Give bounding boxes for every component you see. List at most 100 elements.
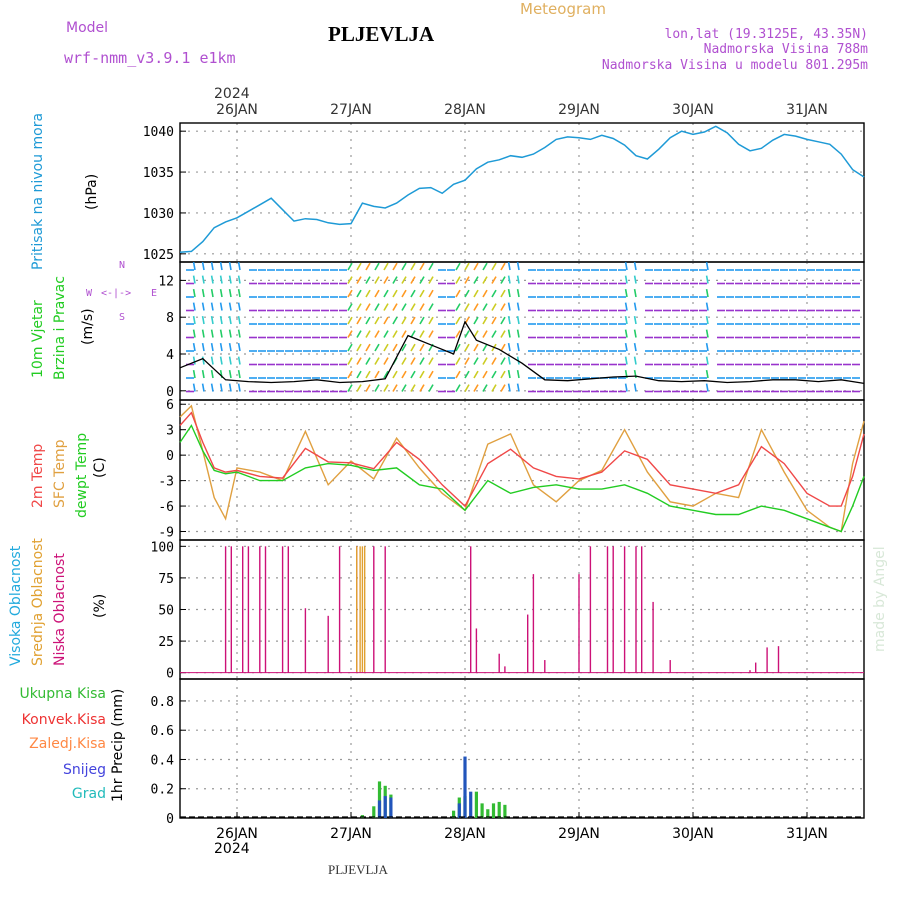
wind-arrow (464, 303, 470, 311)
precip-bar (377, 800, 382, 818)
wind-arrow (705, 383, 709, 392)
wind-arrow (507, 356, 511, 365)
precip-bar (372, 806, 376, 818)
wind-arrow (705, 302, 709, 311)
wind-arrow (507, 261, 511, 271)
wind-arrow (473, 370, 479, 379)
pressure-line (179, 125, 865, 253)
wind-arrow (473, 289, 479, 298)
wind-arrow (347, 343, 353, 352)
wind-arrow (507, 302, 511, 311)
wind-arrow (210, 302, 214, 311)
wind-arrow (455, 370, 461, 379)
wind-arrow (392, 343, 398, 352)
wind-arrow (219, 356, 223, 365)
wind-arrow (365, 384, 371, 392)
wind-arrow (237, 302, 241, 311)
wind-arrow (464, 289, 470, 298)
wind-arrow (455, 289, 461, 298)
wind-arrow (473, 303, 479, 311)
wind-arrow (507, 315, 511, 325)
wind-arrow (491, 289, 497, 298)
wind-arrow (419, 289, 425, 298)
wind-arrow (633, 369, 637, 379)
wind-arrow (516, 383, 520, 392)
wind-arrow (633, 302, 637, 311)
wind-arrow (516, 302, 520, 311)
bottom-day-label: 29JAN (558, 826, 600, 842)
wind-arrow (455, 303, 461, 311)
wind-arrow (419, 357, 425, 365)
precip-bar (389, 797, 393, 818)
wind-arrow (624, 302, 628, 311)
y-tick-label: 0 (166, 667, 174, 682)
wind-arrow (464, 276, 470, 284)
wind-arrow (428, 276, 434, 284)
wind-arrow (419, 384, 425, 392)
wind-arrow (201, 302, 205, 311)
wind-arrow (192, 302, 196, 311)
y-tick-label: 0 (166, 449, 174, 464)
y-tick-label: -6 (158, 500, 174, 515)
y-tick-label: 0.2 (151, 783, 174, 798)
wind-arrow (228, 302, 232, 311)
wind-arrow (633, 383, 637, 392)
wind-arrow (192, 315, 196, 325)
wind-arrow (392, 262, 398, 271)
top-day-label: 28JAN (444, 102, 486, 118)
wind-arrow (401, 316, 407, 325)
wind-arrow (210, 342, 214, 352)
wind-arrow (392, 289, 398, 298)
wind-arrow (491, 330, 497, 338)
wind-arrow (228, 356, 232, 365)
wind-arrow (210, 275, 214, 284)
wind-arrow (507, 288, 511, 298)
wind-arrow (237, 315, 241, 325)
panel-frame (179, 399, 865, 541)
wind-arrow (633, 315, 637, 325)
wind-arrow (500, 343, 506, 352)
wind-arrow (455, 357, 461, 365)
wind-arrow (210, 369, 214, 379)
wind-arrow (192, 342, 196, 352)
wind-arrow (500, 330, 506, 338)
wind-arrow (383, 370, 389, 379)
y-tick-label: 1030 (143, 207, 174, 222)
wind-arrow (705, 261, 709, 271)
wind-arrow (201, 261, 205, 271)
y-tick-label: 8 (166, 311, 174, 326)
wind-arrow (356, 316, 362, 325)
wind-arrow (374, 330, 380, 338)
wind-arrow (455, 262, 461, 271)
wind-arrow (473, 343, 479, 352)
y-tick-label: 1040 (143, 125, 174, 140)
wind-arrow (428, 384, 434, 392)
wind-arrow (237, 275, 241, 284)
wind-arrow (201, 369, 205, 379)
wind-arrow (365, 330, 371, 338)
model-elevation-label: Nadmorska Visina u modelu 801.295m (601, 58, 868, 73)
bottom-day-label: 31JAN (786, 826, 828, 842)
wind-arrow (516, 261, 520, 271)
wind-arrow (347, 289, 353, 298)
wind-arrow (500, 276, 506, 284)
compass-n: N (119, 260, 126, 271)
wind-arrow (473, 357, 479, 365)
compass-arrows: <-|-> (101, 288, 132, 299)
wind-arrow (374, 357, 380, 365)
wind-arrow (401, 330, 407, 338)
wind-arrow (219, 315, 223, 325)
wind-arrow (228, 329, 232, 338)
wind-arrow (473, 262, 479, 271)
y-tick-label: 75 (158, 572, 174, 587)
wind-arrow (482, 316, 488, 325)
panel-frame (179, 678, 865, 819)
wind-arrow (228, 261, 232, 271)
wind-arrow (705, 315, 709, 325)
wind-arrow (401, 276, 407, 284)
temp2m-line (179, 411, 865, 508)
wind-arrow (374, 303, 380, 311)
wind-arrow (507, 275, 511, 284)
wind-arrow (237, 369, 241, 379)
